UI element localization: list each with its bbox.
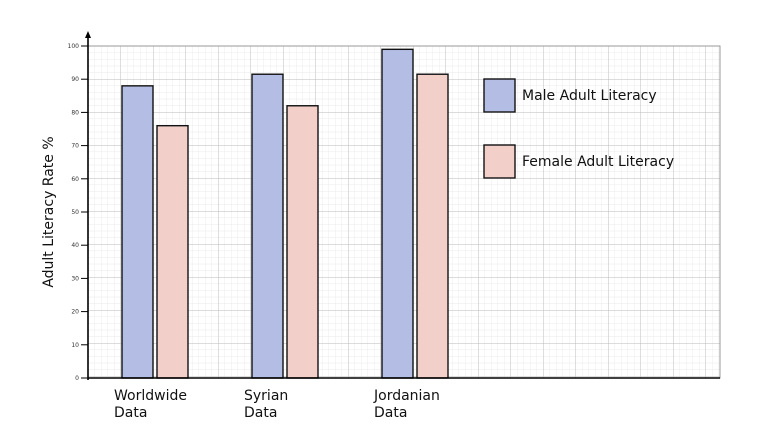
y-tick-label: 90 bbox=[71, 76, 79, 83]
bar-female bbox=[416, 73, 449, 379]
y-tick-label: 40 bbox=[71, 242, 79, 249]
legend-item: Female Adult Literacy bbox=[483, 144, 674, 179]
bar-male bbox=[121, 85, 154, 379]
x-category-line: Syrian bbox=[244, 388, 288, 404]
x-category-line: Worldwide bbox=[114, 388, 187, 404]
x-category-label: Syrian Data bbox=[244, 388, 288, 421]
y-tick-label: 0 bbox=[75, 375, 79, 382]
legend-swatch bbox=[483, 78, 516, 113]
y-tick-label: 20 bbox=[71, 309, 79, 316]
x-category-line: Data bbox=[244, 405, 277, 421]
legend-label: Male Adult Literacy bbox=[522, 88, 657, 104]
x-category-label: Jordanian Data bbox=[373, 388, 440, 421]
y-tick-label: 50 bbox=[71, 209, 79, 216]
bars bbox=[121, 48, 449, 379]
y-tick-label: 60 bbox=[71, 176, 79, 183]
bar-group bbox=[251, 73, 319, 379]
x-category-line: Data bbox=[114, 405, 147, 421]
bar-male bbox=[251, 73, 284, 379]
bar-female bbox=[156, 124, 189, 379]
bar-group bbox=[121, 85, 189, 379]
y-tick-label: 70 bbox=[71, 143, 79, 150]
y-axis-arrow bbox=[85, 31, 91, 38]
legend-swatch bbox=[483, 144, 516, 179]
y-tick-label: 30 bbox=[71, 275, 79, 282]
legend: Male Adult Literacy Female Adult Literacy bbox=[483, 78, 674, 179]
bar-male bbox=[381, 48, 414, 379]
y-axis-title: Adult Literacy Rate % bbox=[41, 136, 57, 287]
x-category-line: Data bbox=[374, 405, 407, 421]
y-tick-label: 80 bbox=[71, 109, 79, 116]
y-tick-label: 100 bbox=[68, 43, 80, 50]
y-tick-label: 10 bbox=[71, 342, 79, 349]
legend-label: Female Adult Literacy bbox=[522, 154, 674, 170]
legend-item: Male Adult Literacy bbox=[483, 78, 657, 113]
x-category-line: Jordanian bbox=[373, 388, 440, 404]
bar-female bbox=[286, 105, 319, 379]
y-axis: 0 10 20 30 40 50 60 70 80 90 100 bbox=[68, 31, 91, 382]
x-category-label: Worldwide Data bbox=[114, 388, 187, 421]
